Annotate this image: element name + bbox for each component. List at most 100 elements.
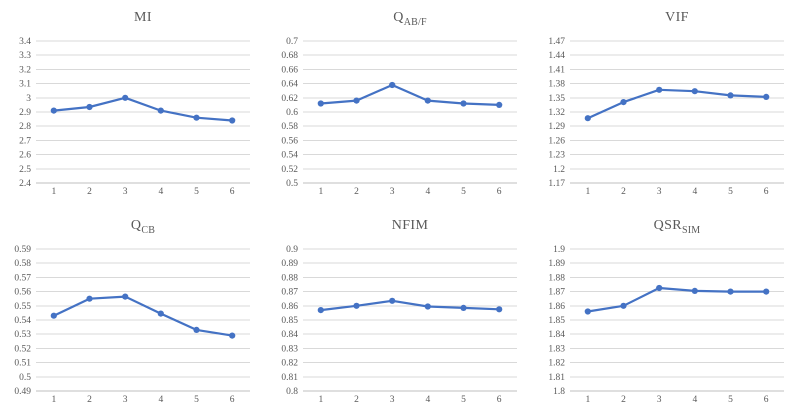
chart-cell-qsrsim: QSRSIM 1.9 1.89 1.88 1.87 1.86 1.85 1.84 1.83 1.… — [534, 208, 801, 415]
x-axis-tick-label: 3 — [390, 395, 395, 405]
y-axis-tick-label: 0.5 — [19, 373, 31, 383]
y-axis-tick-label: 0.6 — [286, 108, 298, 118]
chart-cell-qabf: QAB/F 0.7 0.68 0.66 0.64 0.62 0.6 0.58 0.56 0.54… — [267, 0, 534, 207]
data-point-marker — [424, 97, 431, 104]
y-axis-tick-label: 0.64 — [281, 80, 298, 90]
chart-cell-mi: MI 3.4 3.3 3.2 3.1 3 2.9 2.8 2.7 2.6 2.5 2.4 1 2 3 4 5 6 — [0, 0, 267, 207]
data-point-marker — [86, 103, 93, 111]
data-point-marker — [229, 117, 236, 124]
y-axis-tick-label: 1.9 — [553, 245, 565, 255]
data-point-marker — [763, 93, 770, 100]
y-axis-tick-label: 3 — [26, 94, 31, 104]
data-point-marker — [50, 312, 57, 319]
x-axis-tick-label: 2 — [87, 187, 92, 197]
x-axis-tick-label: 5 — [461, 395, 466, 405]
data-point-marker — [584, 115, 591, 122]
data-point-marker — [584, 308, 591, 315]
y-axis-tick-label: 0.81 — [281, 373, 298, 383]
data-point-marker — [656, 86, 663, 93]
data-point-marker — [691, 287, 698, 294]
y-axis-tick-label: 1.47 — [548, 37, 565, 47]
y-axis-tick-label: 3.2 — [19, 65, 31, 75]
line-chart-qsrsim: 1.91.891.881.871.861.851.841.831.821.811… — [548, 245, 784, 405]
x-axis-tick-label: 3 — [657, 187, 662, 197]
chart-title-qcb: QCB — [36, 218, 250, 236]
x-axis-tick-label: 3 — [390, 187, 395, 197]
x-axis-tick-label: 5 — [194, 187, 199, 197]
y-axis-tick-label: 2.4 — [19, 179, 31, 189]
y-axis-tick-label: 0.57 — [14, 273, 31, 283]
y-axis-tick-label: 0.56 — [281, 136, 298, 146]
data-series-line — [586, 88, 768, 120]
chart-title-nfim: NFIM — [303, 218, 517, 236]
x-axis-tick-label: 5 — [461, 187, 466, 197]
y-axis-tick-label: 2.9 — [19, 108, 31, 118]
data-point-marker — [317, 307, 324, 314]
x-axis-tick-label: 1 — [318, 187, 323, 197]
line-chart-qabf: 0.70.680.660.640.620.60.580.560.540.520.… — [281, 37, 517, 197]
y-axis-tick-label: 2.7 — [19, 136, 31, 146]
y-axis-tick-label: 2.5 — [19, 165, 31, 175]
data-point-marker — [317, 100, 324, 107]
chart-title-text: NFIM — [391, 218, 429, 233]
data-point-marker — [122, 94, 129, 101]
chart-title-vif: VIF — [570, 10, 784, 28]
y-axis-tick-label: 1.44 — [548, 51, 565, 61]
y-axis-tick-label: 0.52 — [281, 165, 298, 175]
y-axis-tick-label: 0.59 — [14, 245, 31, 255]
data-point-marker — [193, 326, 200, 333]
y-axis-tick-label: 1.88 — [548, 273, 565, 283]
y-axis-tick-label: 1.32 — [548, 108, 565, 118]
chart-title-text: QSR — [653, 218, 683, 233]
y-axis-tick-label: 0.54 — [14, 316, 31, 326]
chart-title-qabf: QAB/F — [303, 10, 517, 28]
y-axis-tick-label: 1.86 — [548, 302, 565, 312]
y-axis-tick-label: 1.82 — [548, 359, 565, 369]
chart-title-text: Q — [393, 10, 404, 25]
y-axis-tick-label: 0.82 — [281, 359, 298, 369]
data-point-marker — [122, 293, 129, 300]
x-axis-tick-label: 6 — [230, 395, 235, 405]
y-axis-tick-label: 0.83 — [281, 344, 298, 354]
y-axis-tick-label: 0.8 — [286, 387, 298, 397]
y-axis-tick-label: 0.87 — [281, 288, 298, 298]
y-axis-tick-label: 1.35 — [548, 94, 565, 104]
y-axis-tick-label: 3.4 — [19, 37, 31, 47]
y-axis-tick-label: 1.83 — [548, 344, 565, 354]
y-axis-tick-label: 0.7 — [286, 37, 298, 47]
x-axis-tick-label: 2 — [621, 187, 626, 197]
data-point-marker — [727, 288, 734, 295]
x-axis-tick-label: 1 — [51, 395, 56, 405]
y-axis-tick-label: 2.8 — [19, 122, 31, 132]
y-axis-tick-label: 0.9 — [286, 245, 298, 255]
y-axis-tick-label: 0.85 — [281, 316, 298, 326]
y-axis-tick-label: 0.58 — [14, 259, 31, 269]
x-axis-tick-label: 6 — [764, 187, 769, 197]
data-point-marker — [496, 306, 503, 313]
x-axis-tick-label: 2 — [87, 395, 92, 405]
x-axis-tick-label: 4 — [158, 187, 163, 197]
data-point-marker — [620, 302, 627, 309]
x-axis-tick-label: 3 — [123, 395, 128, 405]
x-axis-tick-label: 4 — [425, 395, 430, 405]
x-axis-tick-label: 6 — [497, 395, 502, 405]
y-axis-tick-label: 3.1 — [19, 80, 31, 90]
x-axis-tick-label: 2 — [354, 395, 359, 405]
data-series-line — [52, 295, 234, 337]
y-axis-tick-label: 0.84 — [281, 330, 298, 340]
y-axis-tick-label: 0.89 — [281, 259, 298, 269]
y-axis-tick-label: 1.38 — [548, 80, 565, 90]
y-axis-tick-label: 1.41 — [548, 65, 565, 75]
x-axis-tick-label: 4 — [158, 395, 163, 405]
y-axis-tick-label: 1.81 — [548, 373, 565, 383]
x-axis-tick-label: 6 — [764, 395, 769, 405]
x-axis-tick-label: 3 — [123, 187, 128, 197]
x-axis-tick-label: 5 — [728, 395, 733, 405]
x-axis-tick-label: 4 — [425, 187, 430, 197]
data-point-marker — [353, 97, 360, 104]
data-series-line — [52, 96, 234, 122]
y-axis-tick-label: 1.87 — [548, 288, 565, 298]
x-axis-tick-label: 1 — [585, 187, 590, 197]
chart-cell-qcb: QCB 0.59 0.58 0.57 0.56 0.55 0.54 0.53 0.52 0.51… — [0, 208, 267, 415]
